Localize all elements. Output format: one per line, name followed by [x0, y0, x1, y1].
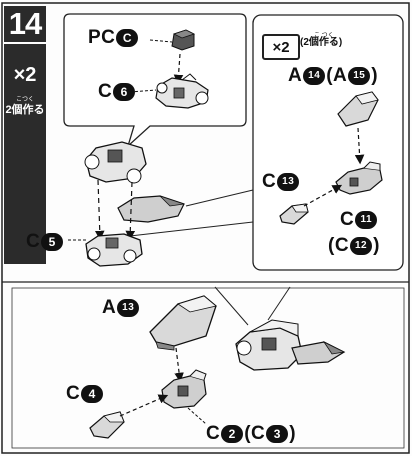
- label-c2-num: 2: [221, 424, 244, 443]
- label-c3-num: 3: [266, 424, 289, 443]
- right-multiplier-badge: ×2: [262, 34, 300, 60]
- c2-lead-dash: [187, 407, 207, 425]
- connector-line-2: [129, 221, 254, 237]
- guide-right: [125, 181, 136, 241]
- a13-part: [149, 295, 217, 351]
- pc-part: [171, 29, 196, 51]
- label-c11-num: 11: [355, 210, 378, 229]
- top-callout-box: [63, 13, 247, 149]
- label-c2-c3: C 2 (C 3): [206, 423, 297, 444]
- label-c4-num: 4: [81, 384, 104, 403]
- label-c13-num: 13: [277, 172, 300, 191]
- c11-part: [335, 161, 383, 195]
- label-pc: PC C: [88, 28, 139, 47]
- right-make-ruby: こ つく: [314, 33, 334, 39]
- label-c11: C 11: [340, 210, 378, 229]
- c4-arrow: [119, 394, 169, 417]
- side-armor-part: [117, 195, 185, 223]
- label-a13: A 13: [102, 298, 140, 317]
- lower-pointer-1: [214, 286, 249, 326]
- c4-part: [89, 411, 125, 439]
- a14-part: [337, 91, 379, 127]
- step-number: 14: [4, 6, 46, 42]
- pc-lead-dash: [149, 39, 173, 43]
- connector-line-1: [185, 189, 254, 207]
- lower-panel-frame: [11, 287, 405, 449]
- label-pc-num: C: [116, 28, 139, 47]
- label-a14-num: 14: [303, 66, 326, 85]
- label-c6-num: 6: [113, 82, 136, 101]
- lower-result-assembly: [235, 319, 346, 371]
- upper-body-part: [84, 141, 147, 184]
- label-c12-num: 12: [350, 236, 373, 255]
- a14-down-arrow: [354, 127, 365, 165]
- right-make-text: (2個作る): [300, 37, 343, 48]
- label-c5-num: 5: [41, 232, 64, 251]
- c6-part: [155, 73, 209, 109]
- pc-down-arrow: [173, 53, 184, 85]
- label-a14-a15: A 14 (A 15): [288, 65, 379, 86]
- step-multiplier-badge: ×2: [4, 58, 46, 92]
- side-make-text: 2個作る: [5, 104, 45, 116]
- label-a15-num: 15: [348, 66, 371, 85]
- side-make-ruby: こつく: [16, 97, 35, 103]
- label-c12: (C 12): [328, 235, 380, 256]
- c5-part: [85, 233, 143, 267]
- label-a13-num: 13: [117, 298, 140, 317]
- a13-down-arrow: [174, 347, 184, 383]
- c6-lead-dash: [129, 89, 157, 93]
- c2-part: [161, 369, 207, 409]
- guide-left: [94, 179, 105, 241]
- lower-pointer-2: [267, 286, 291, 321]
- label-c13: C 13: [262, 172, 300, 191]
